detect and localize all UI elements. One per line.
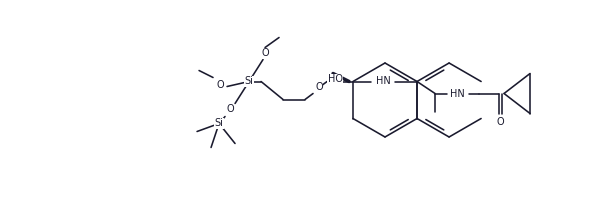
Text: HN: HN <box>376 77 391 87</box>
Text: Si: Si <box>245 77 254 87</box>
Text: O: O <box>261 49 269 58</box>
Text: O: O <box>315 83 323 92</box>
Text: HO: HO <box>327 74 343 84</box>
Text: O: O <box>226 104 234 115</box>
Text: O: O <box>496 116 504 127</box>
Text: O: O <box>216 81 224 91</box>
Text: Si: Si <box>215 119 223 128</box>
Text: HN: HN <box>450 88 465 99</box>
